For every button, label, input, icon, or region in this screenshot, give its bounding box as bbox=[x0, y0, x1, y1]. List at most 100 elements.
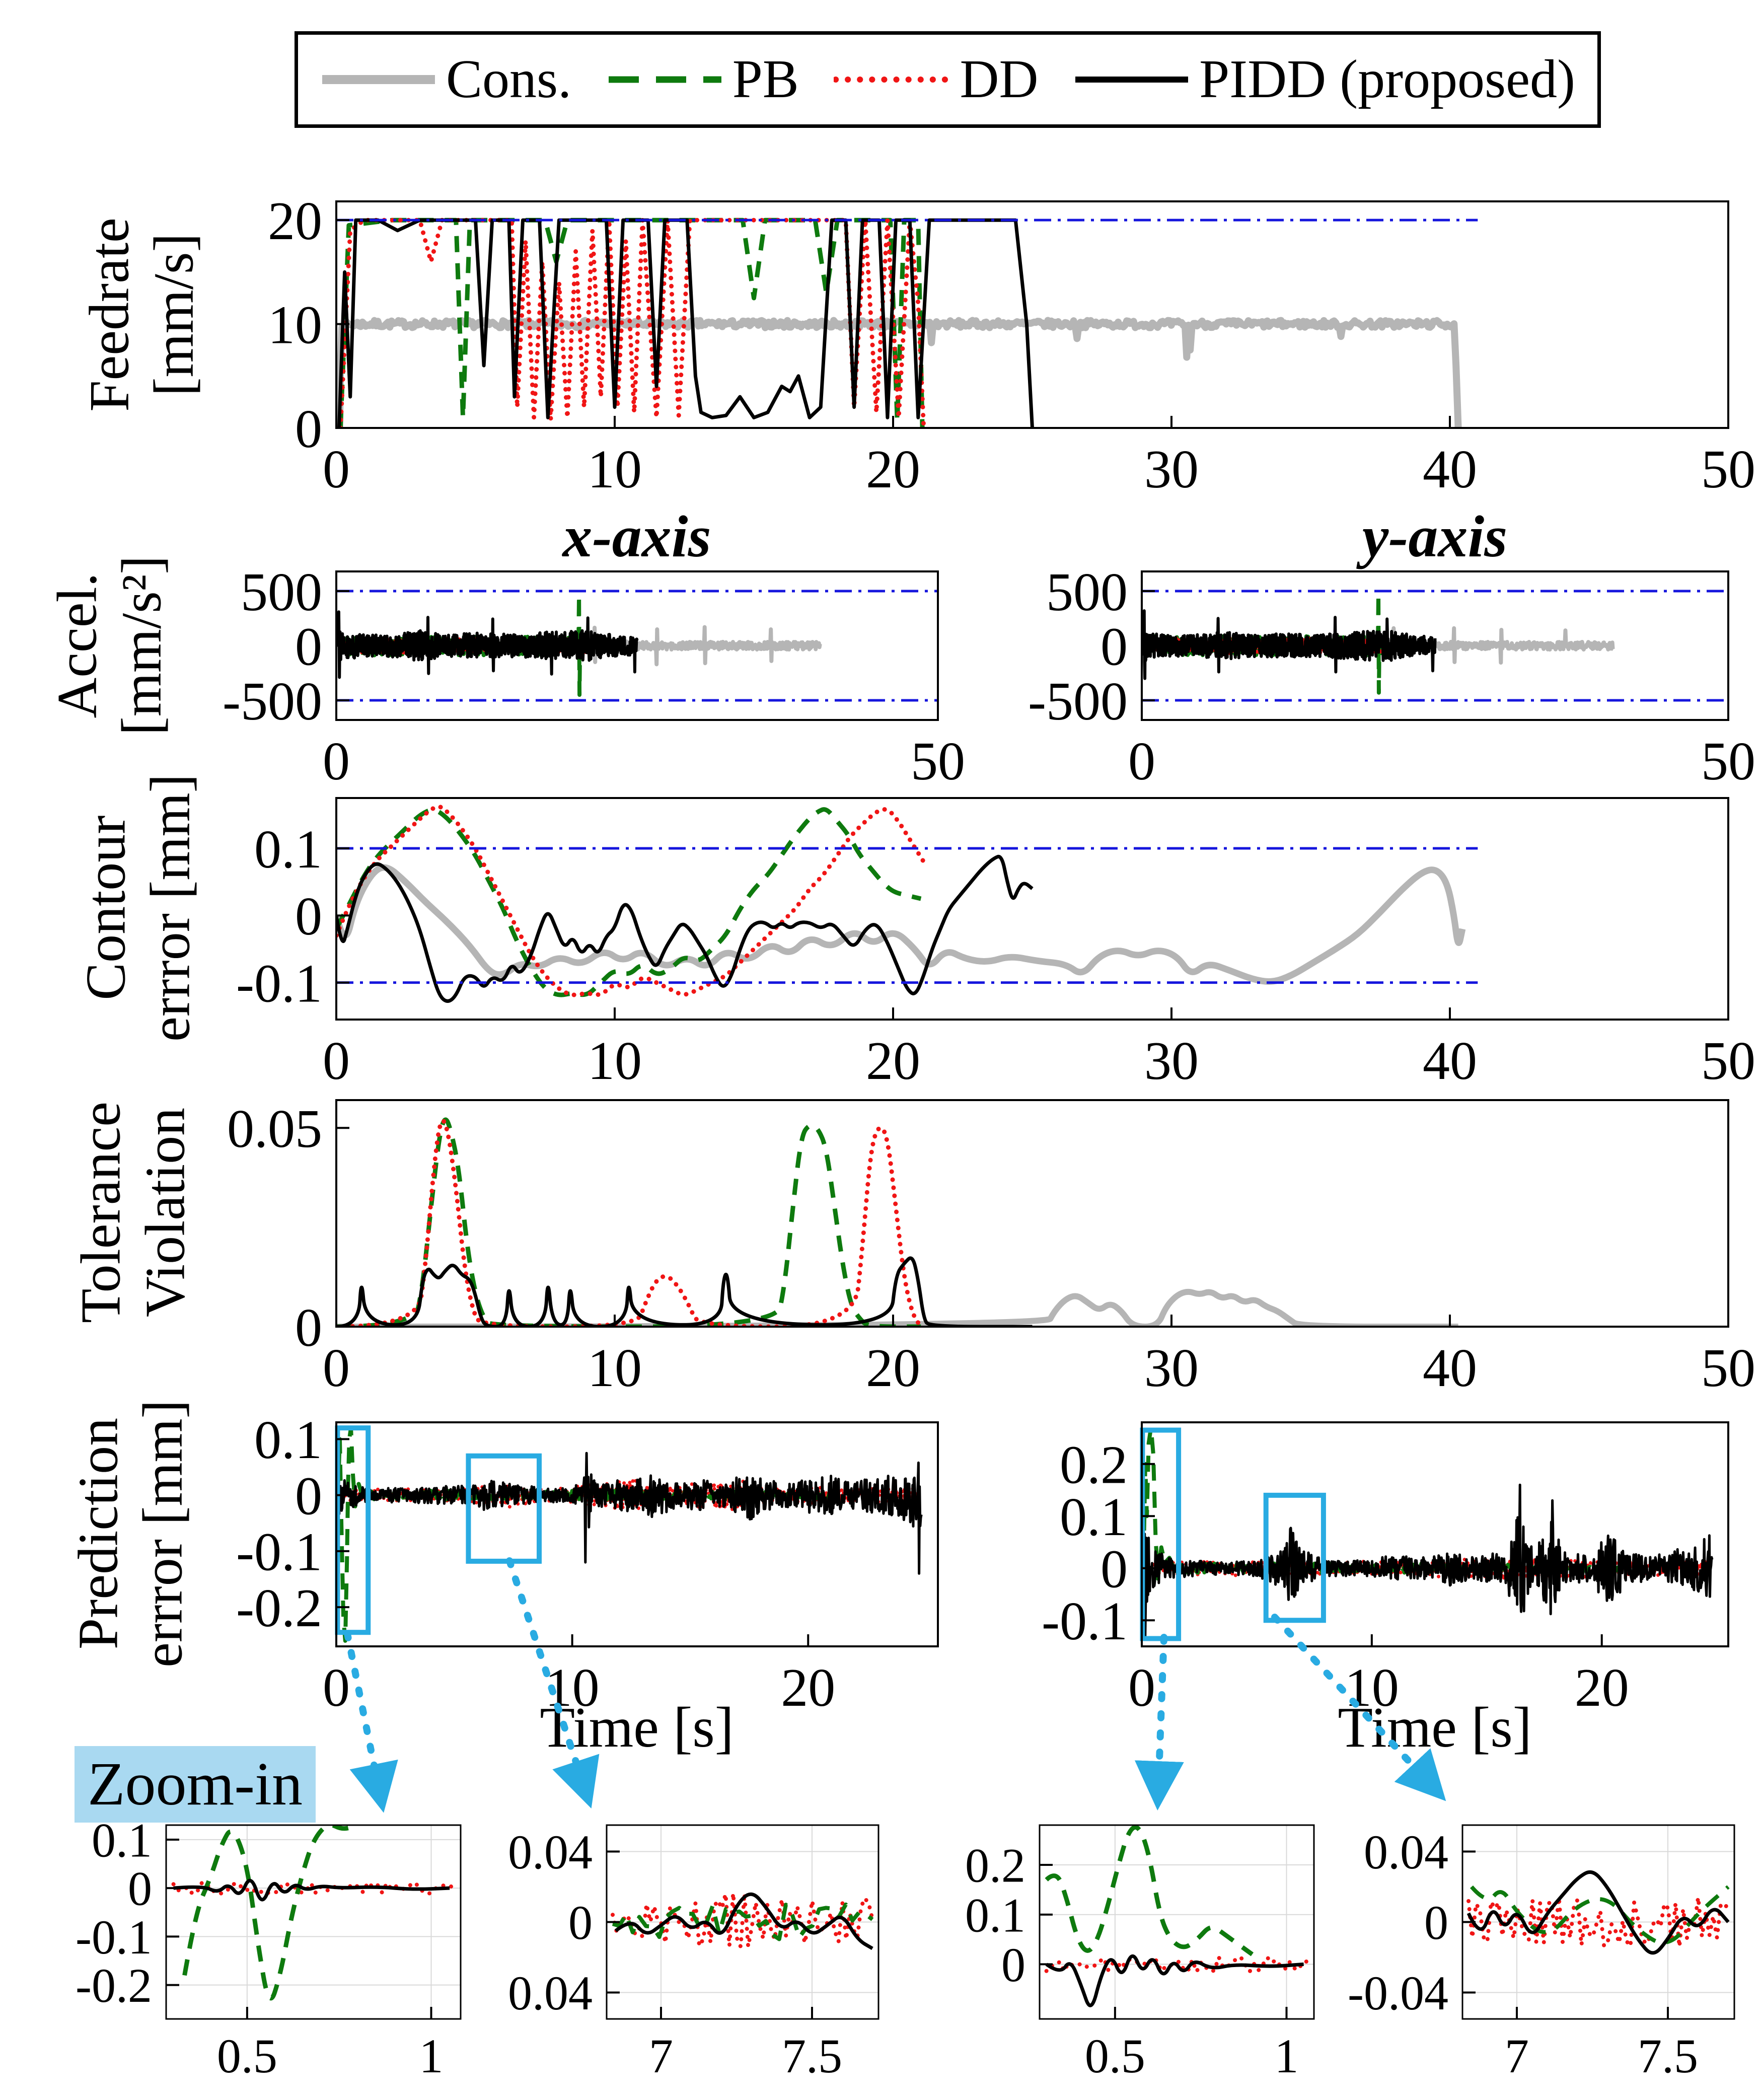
svg-text:0.1: 0.1 bbox=[254, 1410, 322, 1470]
feedrate-axis-label-line1: Feedrate bbox=[78, 218, 141, 412]
svg-text:0: 0 bbox=[128, 1862, 152, 1916]
feedrate-axis-label-line2: [mm/s] bbox=[142, 233, 205, 396]
svg-text:50: 50 bbox=[1701, 1338, 1755, 1398]
svg-text:-0.04: -0.04 bbox=[1348, 1966, 1448, 2020]
svg-text:0: 0 bbox=[295, 887, 322, 947]
tolerance-axis-label: Tolerance Violation bbox=[69, 1102, 197, 1323]
svg-text:0: 0 bbox=[323, 1338, 350, 1398]
svg-text:20: 20 bbox=[268, 191, 322, 251]
svg-text:20: 20 bbox=[866, 440, 920, 499]
prediction-axis-label-line1: Prediction bbox=[67, 1417, 130, 1650]
prediction-error-x-plot: 0 10 20 0.1 0 -0.1 -0.2 bbox=[236, 1410, 939, 1718]
svg-text:0.2: 0.2 bbox=[1060, 1435, 1128, 1495]
feedrate-plot: 0 10 20 30 40 50 0 10 20 bbox=[268, 191, 1755, 499]
zoom-plot-y-early: 0.5 1 0.2 0.1 0 bbox=[965, 1824, 1315, 2083]
pidd-line-swatch bbox=[1075, 77, 1189, 83]
svg-text:50: 50 bbox=[1701, 732, 1755, 791]
svg-text:0: 0 bbox=[323, 1658, 350, 1718]
svg-text:0: 0 bbox=[568, 1896, 593, 1949]
x-axis-title: x-axis bbox=[562, 503, 711, 569]
svg-text:50: 50 bbox=[1701, 1031, 1755, 1091]
tolerance-violation-plot: 0 10 20 30 40 50 0 0.05 bbox=[227, 1099, 1755, 1398]
svg-text:50: 50 bbox=[1701, 440, 1755, 499]
svg-text:0: 0 bbox=[1128, 1658, 1155, 1718]
svg-text:0: 0 bbox=[295, 399, 322, 459]
svg-text:20: 20 bbox=[781, 1658, 835, 1718]
svg-text:500: 500 bbox=[241, 562, 322, 622]
prediction-axis-label-line2: errror [mm] bbox=[131, 1400, 194, 1668]
svg-text:10: 10 bbox=[268, 295, 322, 355]
time-axis-label-left: Time [s] bbox=[540, 1695, 734, 1759]
svg-text:0.04: 0.04 bbox=[1364, 1825, 1448, 1879]
svg-text:50: 50 bbox=[911, 732, 965, 791]
svg-text:10: 10 bbox=[588, 1031, 642, 1091]
svg-text:0.1: 0.1 bbox=[965, 1888, 1025, 1942]
svg-text:20: 20 bbox=[866, 1031, 920, 1091]
tolerance-axis-label-line2: Violation bbox=[134, 1107, 196, 1318]
svg-text:0.1: 0.1 bbox=[1060, 1487, 1128, 1547]
svg-text:0: 0 bbox=[323, 732, 350, 791]
svg-text:7: 7 bbox=[1505, 2029, 1529, 2083]
svg-text:30: 30 bbox=[1144, 440, 1199, 499]
legend: Cons. PB DD PIDD (proposed) bbox=[295, 31, 1601, 128]
svg-text:0.2: 0.2 bbox=[965, 1839, 1025, 1893]
svg-text:30: 30 bbox=[1144, 1031, 1199, 1091]
contour-axis-label: Contour errror [mm] bbox=[74, 774, 202, 1042]
svg-text:0: 0 bbox=[1100, 617, 1128, 677]
svg-text:1: 1 bbox=[1275, 2029, 1299, 2083]
legend-item-cons: Cons. bbox=[320, 48, 571, 111]
svg-text:7: 7 bbox=[649, 2029, 673, 2083]
pb-line-swatch bbox=[608, 76, 721, 83]
svg-text:10: 10 bbox=[588, 440, 642, 499]
svg-text:40: 40 bbox=[1423, 1338, 1477, 1398]
svg-text:40: 40 bbox=[1423, 1031, 1477, 1091]
svg-text:0.5: 0.5 bbox=[1085, 2029, 1145, 2083]
legend-label-pb: PB bbox=[732, 49, 799, 109]
svg-text:0: 0 bbox=[1128, 732, 1155, 791]
prediction-axis-label: Prediction errror [mm] bbox=[66, 1400, 195, 1668]
svg-text:0: 0 bbox=[1001, 1938, 1025, 1992]
zoom-plot-x-early: 0.5 1 0.1 0 -0.1 -0.2 bbox=[76, 1813, 462, 2083]
svg-text:0: 0 bbox=[295, 1466, 322, 1526]
svg-text:20: 20 bbox=[866, 1338, 920, 1398]
accel-y-plot: 0 50 -500 0 500 bbox=[1028, 562, 1755, 791]
accel-x-plot: 0 50 -500 0 500 bbox=[223, 562, 965, 791]
svg-text:0.5: 0.5 bbox=[217, 2029, 277, 2083]
svg-text:-0.2: -0.2 bbox=[76, 1959, 152, 2012]
dd-line-swatch bbox=[834, 77, 951, 83]
svg-text:-0.2: -0.2 bbox=[236, 1578, 322, 1638]
zoom-in-label: Zoom-in bbox=[75, 1746, 316, 1823]
cons-line-swatch bbox=[322, 75, 435, 84]
legend-label-dd: DD bbox=[960, 49, 1039, 109]
svg-text:7.5: 7.5 bbox=[1638, 2029, 1698, 2083]
svg-text:-0.1: -0.1 bbox=[76, 1910, 152, 1964]
y-axis-title: y-axis bbox=[1362, 503, 1508, 569]
tolerance-axis-label-line1: Tolerance bbox=[69, 1102, 132, 1323]
svg-text:0.1: 0.1 bbox=[254, 820, 322, 880]
svg-text:0.04: 0.04 bbox=[508, 1966, 593, 2020]
accel-axis-label-line1: Accel. bbox=[46, 572, 109, 718]
contour-axis-label-line1: Contour bbox=[75, 815, 137, 1000]
svg-text:0: 0 bbox=[323, 440, 350, 499]
svg-text:-500: -500 bbox=[1028, 672, 1128, 732]
svg-text:500: 500 bbox=[1046, 562, 1128, 622]
svg-text:0: 0 bbox=[323, 1031, 350, 1091]
svg-text:0: 0 bbox=[1424, 1896, 1448, 1949]
svg-text:0.04: 0.04 bbox=[508, 1825, 593, 1879]
svg-text:1: 1 bbox=[419, 2029, 444, 2083]
legend-label-pidd: PIDD (proposed) bbox=[1199, 49, 1575, 109]
svg-text:-0.1: -0.1 bbox=[236, 954, 322, 1013]
prediction-error-y-plot: 0 10 20 0.2 0.1 0 -0.1 bbox=[1042, 1421, 1729, 1718]
svg-text:0: 0 bbox=[295, 1298, 322, 1358]
svg-text:0.05: 0.05 bbox=[227, 1099, 322, 1159]
time-axis-label-right: Time [s] bbox=[1338, 1695, 1532, 1759]
zoom-plot-x-mid: 7 7.5 0.04 0 0.04 bbox=[508, 1824, 879, 2083]
zoom-plot-y-mid: 7 7.5 0.04 0 -0.04 bbox=[1348, 1824, 1735, 2083]
svg-text:10: 10 bbox=[588, 1338, 642, 1398]
svg-text:-500: -500 bbox=[223, 672, 322, 732]
svg-text:-0.1: -0.1 bbox=[1042, 1591, 1128, 1651]
contour-error-plot: 0 10 20 30 40 50 -0.1 0 0.1 bbox=[236, 797, 1755, 1091]
svg-text:20: 20 bbox=[1575, 1658, 1629, 1718]
contour-axis-label-line2: errror [mm] bbox=[139, 774, 201, 1042]
